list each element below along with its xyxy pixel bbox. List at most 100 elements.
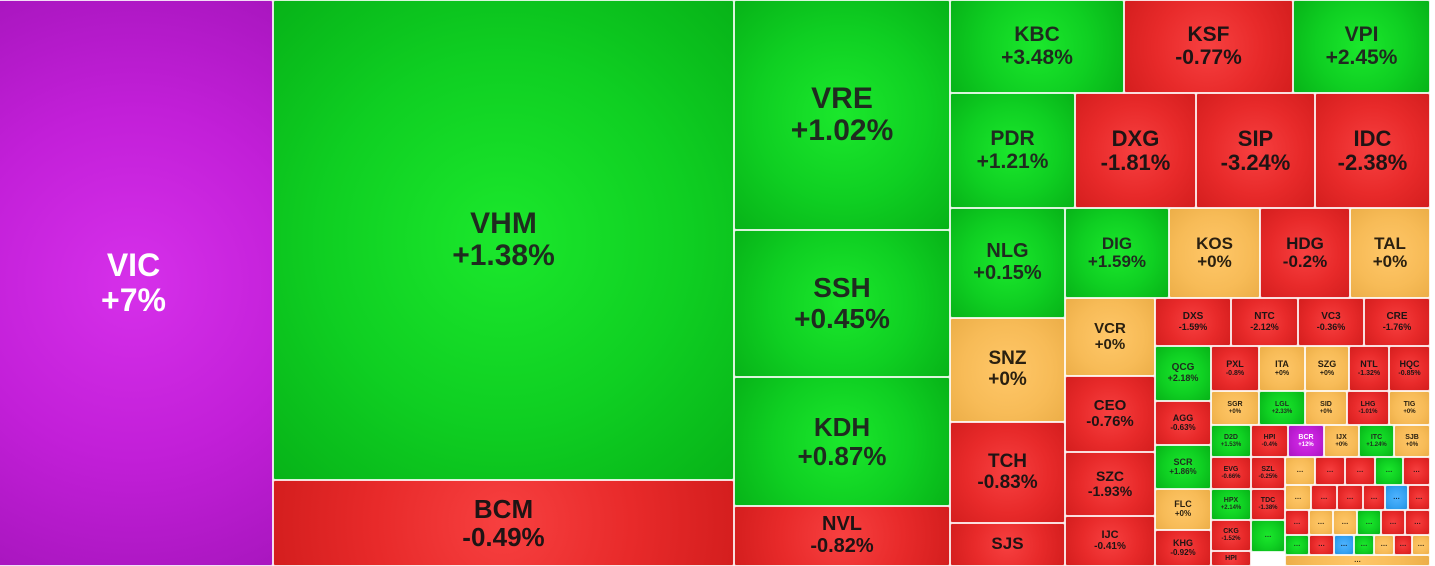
treemap-tile[interactable]: VIC +7%: [0, 0, 273, 566]
treemap-tile[interactable]: BCR +12%: [1288, 425, 1324, 457]
treemap-tile[interactable]: VRE +1.02%: [734, 0, 950, 230]
tile-change: -2.12%: [1250, 321, 1279, 332]
treemap-tile[interactable]: SSH +0.45%: [734, 230, 950, 377]
tile-symbol: NTL: [1360, 358, 1378, 369]
tile-symbol: DXG: [1111, 125, 1160, 151]
treemap-tile[interactable]: SZG +0%: [1305, 346, 1349, 391]
treemap-tile[interactable]: IJX +0%: [1324, 425, 1359, 457]
treemap-tile[interactable]: VC3 -0.36%: [1298, 298, 1364, 346]
treemap-tile[interactable]: AGG -0.63%: [1155, 401, 1211, 445]
treemap-tile[interactable]: …: [1311, 485, 1337, 510]
tile-symbol: FLC: [1174, 499, 1192, 510]
treemap-tile[interactable]: LGL +2.33%: [1259, 391, 1305, 425]
treemap-tile[interactable]: KSF -0.77%: [1124, 0, 1293, 93]
treemap-tile[interactable]: VPI +2.45%: [1293, 0, 1430, 93]
treemap-tile[interactable]: IDC -2.38%: [1315, 93, 1430, 208]
treemap-tile[interactable]: …: [1385, 485, 1408, 510]
treemap-tile[interactable]: …: [1251, 520, 1285, 552]
tile-symbol: ITA: [1275, 358, 1289, 369]
treemap-tile[interactable]: …: [1405, 510, 1430, 535]
treemap-tile[interactable]: SCR +1.86%: [1155, 445, 1211, 489]
treemap-tile[interactable]: TCH -0.83%: [950, 422, 1065, 523]
treemap-tile[interactable]: HPX +2.14%: [1211, 489, 1251, 520]
treemap-tile[interactable]: IJC -0.41%: [1065, 516, 1155, 566]
treemap-tile[interactable]: …: [1354, 535, 1374, 555]
treemap-tile[interactable]: PDR +1.21%: [950, 93, 1075, 208]
treemap-tile[interactable]: DXS -1.59%: [1155, 298, 1231, 346]
treemap-tile[interactable]: LHG -1.01%: [1347, 391, 1389, 425]
treemap-tile[interactable]: NTC -2.12%: [1231, 298, 1298, 346]
treemap-tile[interactable]: SIP -3.24%: [1196, 93, 1315, 208]
treemap-tile[interactable]: DXG -1.81%: [1075, 93, 1196, 208]
treemap-tile[interactable]: FLC +0%: [1155, 489, 1211, 530]
treemap-tile[interactable]: EVG -0.66%: [1211, 457, 1251, 489]
treemap-tile[interactable]: HDG -0.2%: [1260, 208, 1350, 298]
treemap-tile[interactable]: …: [1363, 485, 1385, 510]
treemap-tile[interactable]: …: [1408, 485, 1430, 510]
treemap-tile[interactable]: …: [1309, 535, 1334, 555]
treemap-tile[interactable]: …: [1381, 510, 1405, 535]
treemap-tile[interactable]: …: [1345, 457, 1375, 485]
treemap-tile[interactable]: …: [1309, 510, 1333, 535]
tile-symbol: SCR: [1173, 456, 1193, 467]
treemap-tile[interactable]: CEO -0.76%: [1065, 376, 1155, 452]
treemap-tile[interactable]: SGR +0%: [1211, 391, 1259, 425]
treemap-tile[interactable]: …: [1285, 457, 1315, 485]
treemap-tile[interactable]: …: [1375, 457, 1403, 485]
treemap-tile[interactable]: SJB +0%: [1394, 425, 1430, 457]
treemap-tile[interactable]: SNZ +0%: [950, 318, 1065, 422]
tile-symbol: NVL: [822, 513, 862, 536]
tile-change: -0.8%: [1225, 369, 1245, 377]
treemap-tile[interactable]: SID +0%: [1305, 391, 1347, 425]
treemap-tile[interactable]: …: [1285, 535, 1309, 555]
treemap-tile[interactable]: ITA +0%: [1259, 346, 1305, 391]
treemap-tile[interactable]: …: [1412, 535, 1430, 555]
tile-symbol: SJS: [991, 534, 1024, 554]
treemap-tile[interactable]: TDC -1.38%: [1251, 489, 1285, 520]
treemap-tile[interactable]: PXL -0.8%: [1211, 346, 1259, 391]
treemap-tile[interactable]: NLG +0.15%: [950, 208, 1065, 318]
treemap-tile[interactable]: …: [1315, 457, 1345, 485]
treemap-tile[interactable]: …: [1403, 457, 1430, 485]
treemap-tile[interactable]: KOS +0%: [1169, 208, 1260, 298]
tile-symbol: BCM: [473, 493, 534, 524]
treemap-tile[interactable]: D2D +1.53%: [1211, 425, 1251, 457]
treemap-tile[interactable]: …: [1333, 510, 1357, 535]
treemap-tile[interactable]: …: [1285, 555, 1430, 566]
treemap-tile[interactable]: HQC -0.85%: [1389, 346, 1430, 391]
treemap-tile[interactable]: …: [1285, 485, 1311, 510]
treemap-tile[interactable]: TIG +0%: [1389, 391, 1430, 425]
treemap-tile[interactable]: …: [1374, 535, 1394, 555]
treemap-tile[interactable]: …: [1357, 510, 1381, 535]
treemap-tile[interactable]: …: [1285, 510, 1309, 535]
treemap-tile[interactable]: …: [1394, 535, 1412, 555]
treemap-tile[interactable]: …: [1334, 535, 1354, 555]
tile-change: -1.81%: [1100, 149, 1171, 175]
treemap-tile[interactable]: HPI -0.4%: [1251, 425, 1288, 457]
treemap-tile[interactable]: KHG -0.92%: [1155, 530, 1211, 566]
treemap-tile[interactable]: CRE -1.76%: [1364, 298, 1430, 346]
tile-change: +0%: [1403, 408, 1416, 415]
treemap-tile[interactable]: …: [1337, 485, 1363, 510]
treemap-tile[interactable]: SJS: [950, 523, 1065, 566]
treemap-tile[interactable]: HPI: [1211, 551, 1251, 566]
treemap-tile[interactable]: NVL -0.82%: [734, 506, 950, 566]
treemap-tile[interactable]: SZL -0.25%: [1251, 457, 1285, 489]
treemap-tile[interactable]: DIG +1.59%: [1065, 208, 1169, 298]
treemap-tile[interactable]: BCM -0.49%: [273, 480, 734, 566]
treemap-tile[interactable]: VHM +1.38%: [273, 0, 734, 480]
treemap-tile[interactable]: QCG +2.18%: [1155, 346, 1211, 401]
tile-symbol: CRE: [1386, 310, 1408, 322]
treemap-tile[interactable]: NTL -1.32%: [1349, 346, 1389, 391]
tile-change: +1.86%: [1169, 466, 1197, 476]
treemap-tile[interactable]: CKG -1.52%: [1211, 520, 1251, 551]
treemap-tile[interactable]: ITC +1.24%: [1359, 425, 1394, 457]
treemap-tile[interactable]: VCR +0%: [1065, 298, 1155, 376]
treemap-tile[interactable]: SZC -1.93%: [1065, 452, 1155, 516]
tile-symbol: LHG: [1360, 400, 1376, 408]
tile-change: -1.59%: [1178, 321, 1208, 332]
treemap-tile[interactable]: KDH +0.87%: [734, 377, 950, 506]
treemap-tile[interactable]: TAL +0%: [1350, 208, 1430, 298]
treemap-tile[interactable]: KBC +3.48%: [950, 0, 1124, 93]
